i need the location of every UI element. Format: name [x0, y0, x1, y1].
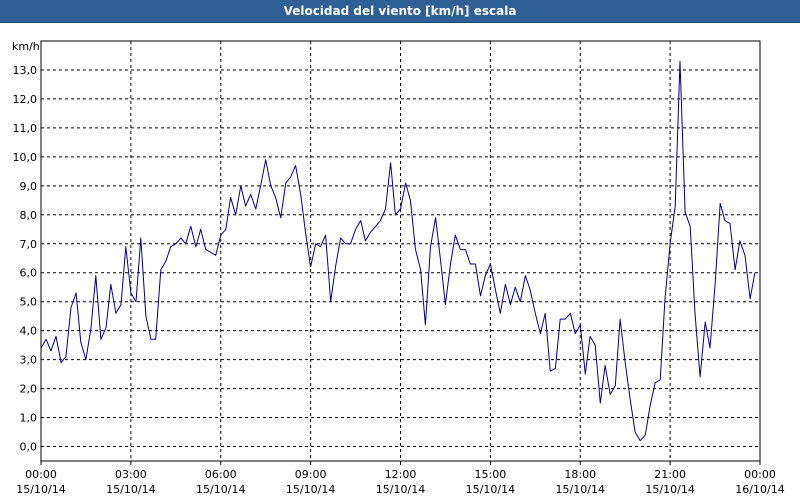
y-tick-label: 4,0 — [20, 325, 38, 338]
y-tick-label: 7,0 — [20, 238, 38, 251]
y-axis-label: km/h — [12, 40, 40, 53]
y-tick-label: 13,0 — [13, 64, 38, 77]
chart-title: Velocidad del viento [km/h] escala — [0, 0, 800, 23]
x-tick-date: 16/10/14 — [735, 483, 784, 496]
x-tick-date: 15/10/14 — [196, 483, 245, 496]
x-tick-date: 15/10/14 — [286, 483, 335, 496]
y-tick-label: 6,0 — [20, 267, 38, 280]
y-tick-label: 12,0 — [13, 93, 38, 106]
x-tick-time: 15:00 — [475, 468, 507, 481]
x-tick-date: 15/10/14 — [16, 483, 65, 496]
x-tick-time: 00:00 — [744, 468, 776, 481]
x-tick-time: 09:00 — [295, 468, 327, 481]
y-tick-label: 1,0 — [20, 412, 38, 425]
y-tick-label: 0,0 — [20, 441, 38, 454]
y-tick-label: 5,0 — [20, 296, 38, 309]
plot-frame — [40, 40, 761, 462]
chart-area: km/h 0,0 1,0 2,0 3,0 4,0 5,0 6,0 7,0 8,0 9,0 10,0 1… — [12, 40, 785, 496]
x-tick-date: 15/10/14 — [106, 483, 155, 496]
x-tick-time: 12:00 — [385, 468, 417, 481]
x-tick-date: 15/10/14 — [376, 483, 425, 496]
y-tick-label: 10,0 — [13, 151, 38, 164]
x-tick-date: 15/10/14 — [556, 483, 605, 496]
y-tick-label: 3,0 — [20, 354, 38, 367]
x-tick-date: 15/10/14 — [645, 483, 694, 496]
y-tick-label: 2,0 — [20, 383, 38, 396]
x-tick-time: 03:00 — [115, 468, 147, 481]
wind-speed-line — [40, 60, 756, 442]
x-tick-time: 21:00 — [654, 468, 686, 481]
x-tick-date: 15/10/14 — [466, 483, 515, 496]
axis-ticks: 0,0 1,0 2,0 3,0 4,0 5,0 6,0 7,0 8,0 9,0 10,0 11,0 12… — [13, 64, 785, 496]
series-line-group — [40, 60, 756, 442]
y-tick-label: 9,0 — [20, 180, 38, 193]
grid — [41, 41, 760, 461]
x-tick-time: 06:00 — [205, 468, 237, 481]
y-tick-label: 8,0 — [20, 209, 38, 222]
x-tick-time: 00:00 — [25, 468, 57, 481]
x-tick-time: 18:00 — [564, 468, 596, 481]
y-tick-label: 11,0 — [13, 122, 38, 135]
